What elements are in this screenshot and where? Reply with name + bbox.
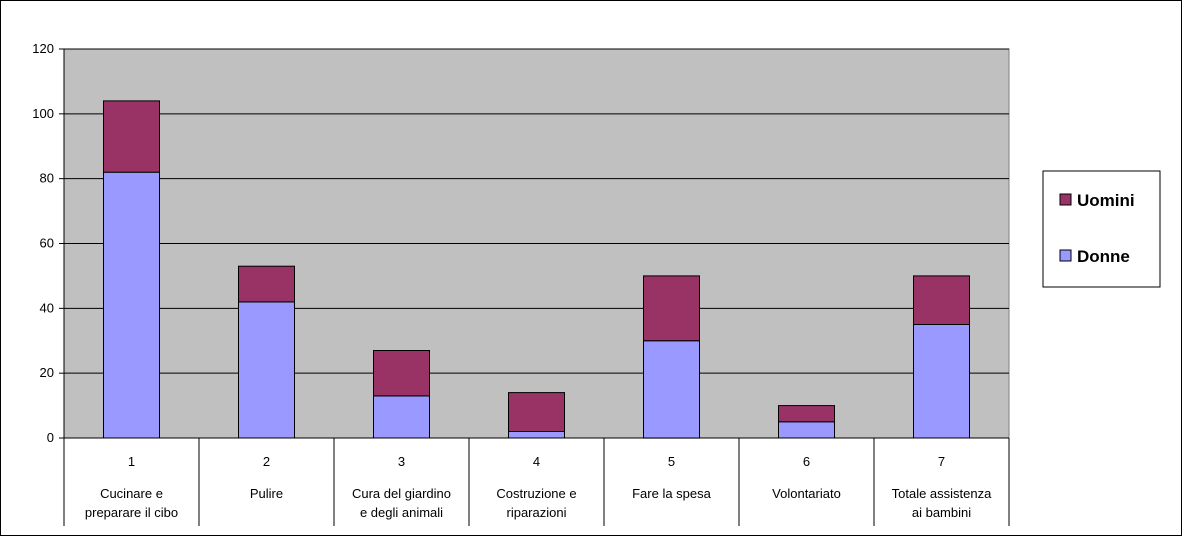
bar-segment-uomini <box>373 350 430 397</box>
bar-segment-donne <box>103 171 160 439</box>
category-number: 2 <box>263 454 270 469</box>
bar-segment-uomini <box>913 275 970 325</box>
category-description: Totale assistenza <box>892 486 992 501</box>
axes <box>59 48 1009 439</box>
bars <box>103 100 970 439</box>
category-description: Costruzione e <box>496 486 576 501</box>
bar-segment-donne <box>913 324 970 439</box>
bar-segment-donne <box>373 395 430 439</box>
bar-segment-donne <box>643 340 700 439</box>
category-description: ai bambini <box>912 505 971 520</box>
bar-segment-donne <box>508 431 565 439</box>
bar-segment-uomini <box>238 265 295 303</box>
bar-segment-donne <box>238 301 295 439</box>
bar-segment-uomini <box>103 100 160 173</box>
legend-box <box>1042 170 1161 288</box>
category-description: Fare la spesa <box>632 486 712 501</box>
legend: Uomini Donne <box>1042 170 1161 288</box>
y-tick-labels: 0 20 40 60 80 100 120 <box>32 41 54 445</box>
category-table: 1 Cucinare e preparare il cibo 2 Pulire 3 Cura… <box>63 438 1010 526</box>
gridlines <box>64 48 1009 374</box>
legend-label-uomini: Uomini <box>1077 191 1135 210</box>
category-description: Cucinare e <box>100 486 163 501</box>
category-description: riparazioni <box>507 505 567 520</box>
y-tick-label: 120 <box>32 41 54 56</box>
y-tick-label: 20 <box>40 365 54 380</box>
category-description: Volontariato <box>772 486 841 501</box>
category-number: 5 <box>668 454 675 469</box>
category-description: Cura del giardino <box>352 486 451 501</box>
y-tick-label: 0 <box>47 430 54 445</box>
y-tick-label: 60 <box>40 236 54 251</box>
category-description: Pulire <box>250 486 283 501</box>
y-tick-label: 80 <box>40 171 54 186</box>
category-description: preparare il cibo <box>85 505 178 520</box>
category-number: 4 <box>533 454 540 469</box>
bar-segment-uomini <box>778 405 835 423</box>
y-tick-label: 40 <box>40 300 54 315</box>
category-number: 7 <box>938 454 945 469</box>
category-number: 3 <box>398 454 405 469</box>
legend-swatch-donne <box>1059 249 1072 262</box>
category-number: 1 <box>128 454 135 469</box>
bar-segment-uomini <box>643 275 700 342</box>
category-description: e degli animali <box>360 505 443 520</box>
bar-segment-uomini <box>508 392 565 433</box>
bar-segment-donne <box>778 421 835 439</box>
y-tick-label: 100 <box>32 106 54 121</box>
legend-swatch-uomini <box>1059 193 1072 206</box>
legend-label-donne: Donne <box>1077 247 1130 266</box>
category-number: 6 <box>803 454 810 469</box>
